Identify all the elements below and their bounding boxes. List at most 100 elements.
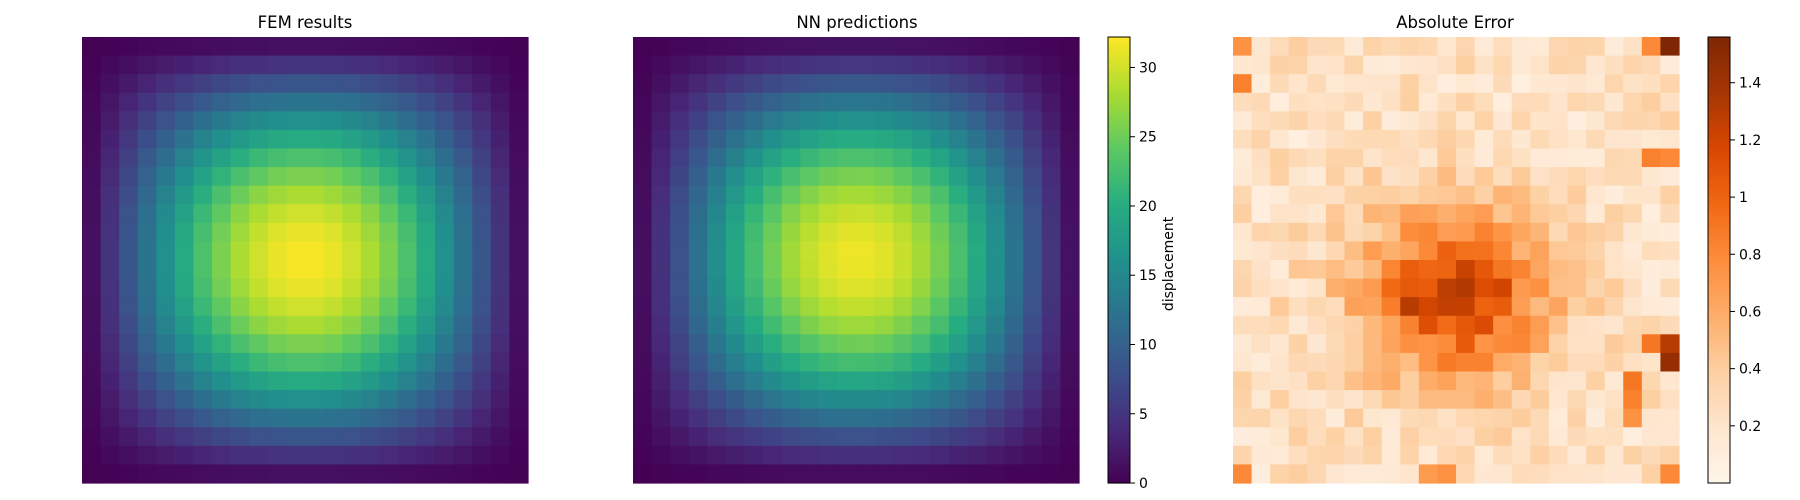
heatmap-cell <box>763 371 783 391</box>
heatmap-cell <box>1530 352 1550 373</box>
error-heatmap <box>1233 37 1680 484</box>
heatmap-cell <box>818 371 839 391</box>
heatmap-cell <box>744 129 764 150</box>
heatmap-cell <box>212 445 232 466</box>
heatmap-cell <box>893 92 913 112</box>
heatmap-cell <box>1023 260 1043 280</box>
heatmap-cell <box>651 185 671 205</box>
heatmap-cell <box>453 167 473 187</box>
heatmap-cell <box>1567 185 1587 205</box>
colorbar-segment <box>1708 289 1730 295</box>
heatmap-cell <box>100 371 120 391</box>
colorbar-segment <box>1708 445 1730 451</box>
heatmap-cell <box>230 352 250 373</box>
colorbar-segment <box>1108 122 1130 127</box>
heatmap-cell <box>249 129 269 150</box>
heatmap-cell <box>342 445 362 466</box>
heatmap-cell <box>156 427 176 447</box>
heatmap-cell <box>82 167 102 187</box>
heatmap-cell <box>1233 390 1253 410</box>
heatmap-cell <box>1041 427 1062 447</box>
heatmap-cell <box>1325 74 1346 94</box>
heatmap-cell <box>1233 352 1253 373</box>
heatmap-cell <box>893 185 913 205</box>
heatmap-cell <box>1641 464 1662 484</box>
heatmap-cell <box>1233 74 1253 94</box>
heatmap-cell <box>360 445 380 466</box>
heatmap-cell <box>1251 167 1271 187</box>
heatmap-cell <box>1548 352 1569 373</box>
colorbar-segment <box>1708 170 1730 176</box>
colorbar-segment <box>1108 133 1130 138</box>
heatmap-cell <box>156 464 176 484</box>
heatmap-cell <box>435 55 455 75</box>
heatmap-cell <box>967 74 987 94</box>
heatmap-cell <box>174 37 195 57</box>
colorbar-segment <box>1708 103 1730 109</box>
colorbar-segment <box>1108 219 1130 224</box>
heatmap-cell <box>100 55 120 75</box>
heatmap-cell <box>323 185 343 205</box>
heatmap-cell <box>305 185 325 205</box>
heatmap-cell <box>1381 334 1401 354</box>
colorbar-segment <box>1108 382 1130 387</box>
heatmap-cell <box>1325 315 1346 335</box>
heatmap-cell <box>1493 37 1513 57</box>
heatmap-cell <box>509 371 529 391</box>
heatmap-cell <box>707 297 727 317</box>
heatmap-cell <box>1586 334 1606 354</box>
heatmap-cell <box>633 334 653 354</box>
heatmap-cell <box>837 241 857 261</box>
heatmap-cell <box>1381 408 1401 428</box>
heatmap-cell <box>249 111 269 131</box>
colorbar-segment <box>1708 427 1730 432</box>
heatmap-cell <box>818 92 839 112</box>
heatmap-cell <box>267 297 288 317</box>
heatmap-cell <box>1344 222 1364 243</box>
heatmap-cell <box>1641 297 1662 317</box>
heatmap-cell <box>1288 445 1308 466</box>
colorbar-segment <box>1708 434 1730 439</box>
heatmap-cell <box>119 241 139 261</box>
heatmap-cell <box>1493 204 1513 224</box>
heatmap-cell <box>930 37 950 57</box>
heatmap-cell <box>1307 315 1327 335</box>
heatmap-cell <box>874 167 894 187</box>
heatmap-cell <box>472 464 492 484</box>
heatmap-cell <box>1623 204 1643 224</box>
heatmap-cell <box>744 260 764 280</box>
colorbar-segment <box>1108 430 1130 436</box>
heatmap-cell <box>633 222 653 243</box>
heatmap-cell <box>744 241 764 261</box>
heatmap-cell <box>323 204 343 224</box>
colorbar-segment <box>1108 297 1130 302</box>
heatmap-cell <box>230 464 250 484</box>
heatmap-cell <box>911 167 931 187</box>
heatmap-cell <box>156 204 176 224</box>
heatmap-cell <box>1381 185 1401 205</box>
heatmap-cell <box>1041 278 1062 298</box>
colorbar-segment <box>1108 300 1130 306</box>
heatmap-cell <box>1307 445 1327 466</box>
heatmap-cell <box>1363 464 1383 484</box>
heatmap-cell <box>1437 185 1457 205</box>
heatmap-cell <box>360 185 380 205</box>
heatmap-cell <box>744 445 764 466</box>
heatmap-cell <box>818 352 839 373</box>
heatmap-cell <box>249 148 269 168</box>
heatmap-cell <box>763 297 783 317</box>
heatmap-cell <box>707 74 727 94</box>
colorbar-segment <box>1708 256 1730 261</box>
heatmap-cell <box>688 37 708 57</box>
heatmap-cell <box>1586 167 1606 187</box>
heatmap-cell <box>230 167 250 187</box>
colorbar-segment <box>1708 471 1730 477</box>
heatmap-cell <box>1437 390 1457 410</box>
heatmap-cell <box>893 278 913 298</box>
heatmap-cell <box>1530 278 1550 298</box>
colorbar-segment <box>1708 449 1730 454</box>
colorbar-segment <box>1108 51 1130 57</box>
heatmap-cell <box>1548 129 1569 150</box>
heatmap-cell <box>1604 74 1624 94</box>
